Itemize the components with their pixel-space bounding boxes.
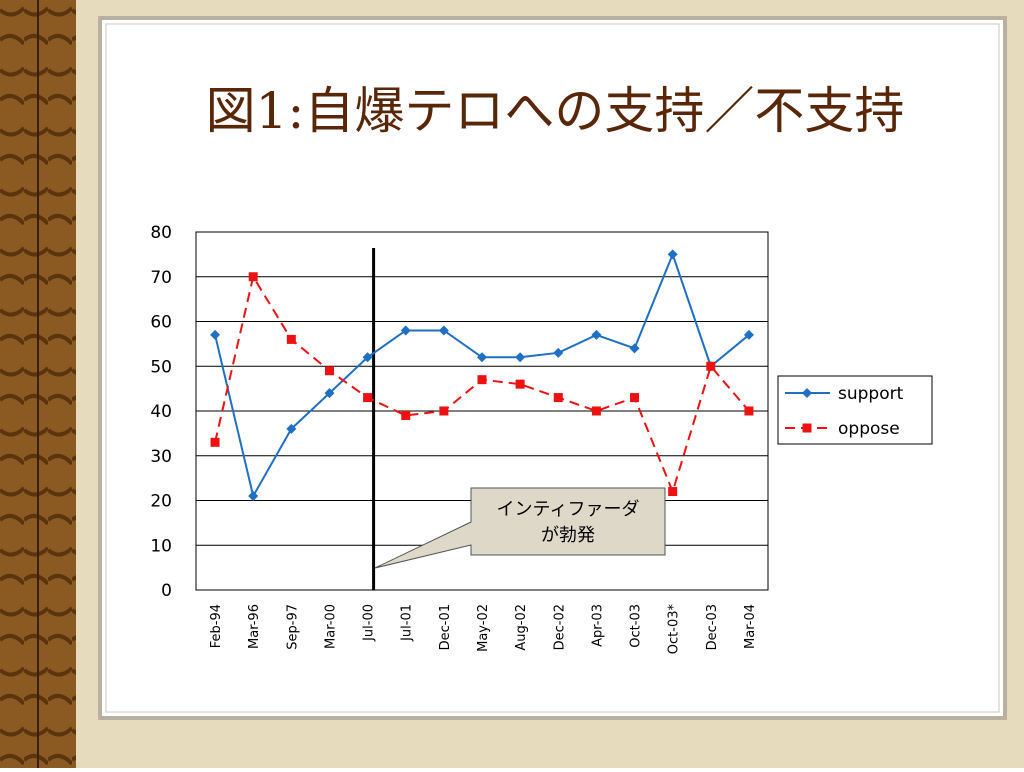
legend-marker xyxy=(802,388,812,398)
point xyxy=(248,272,258,282)
chart-title: 図1:自爆テロへの支持／不支持 xyxy=(206,82,905,140)
x-tick-label: Feb-94 xyxy=(209,604,224,648)
point xyxy=(553,393,563,403)
point xyxy=(553,347,564,358)
point xyxy=(743,329,754,340)
point xyxy=(248,491,259,502)
x-tick-label: Dec-03 xyxy=(705,604,720,650)
point xyxy=(744,406,754,416)
x-tick-label: Jul-00 xyxy=(362,604,377,642)
legend-label: support xyxy=(838,384,904,404)
x-tick-label: Mar-04 xyxy=(743,604,758,649)
x-tick-label: Oct-03 xyxy=(629,604,644,648)
x-tick-label: Sep-97 xyxy=(285,604,300,650)
point xyxy=(210,329,221,340)
point xyxy=(400,325,411,336)
point xyxy=(362,352,373,363)
panel-border xyxy=(105,23,1000,713)
x-tick-label: Dec-01 xyxy=(438,604,453,650)
y-tick-label: 10 xyxy=(150,536,172,556)
point xyxy=(438,325,449,336)
legend-label: oppose xyxy=(838,419,900,439)
x-tick-label: Mar-00 xyxy=(323,604,338,649)
point xyxy=(630,393,640,403)
point xyxy=(668,487,678,497)
x-tick-label: Apr-03 xyxy=(590,604,605,647)
point xyxy=(363,393,373,403)
y-tick-label: 30 xyxy=(150,447,172,467)
point xyxy=(477,375,487,385)
point xyxy=(629,343,640,354)
point xyxy=(591,329,602,340)
point xyxy=(439,406,449,416)
x-tick-label: Aug-02 xyxy=(514,604,529,651)
content-panel xyxy=(98,16,1007,720)
y-tick-label: 20 xyxy=(150,492,172,512)
y-tick-label: 40 xyxy=(150,402,172,422)
chart: 0 10 20 30 40 50 60 70 80 Feb-94 Mar-96 Sep-97 Mar-0… xyxy=(150,223,933,655)
point xyxy=(591,406,601,416)
y-tick-label: 60 xyxy=(150,313,172,333)
x-tick-label: Jul-01 xyxy=(400,604,415,642)
x-tick-label: Oct-03* xyxy=(667,604,682,655)
annotation: インティファーダ xyxy=(497,499,640,520)
plot-border xyxy=(195,231,769,591)
legend-box xyxy=(777,375,933,445)
point xyxy=(401,410,411,420)
point xyxy=(286,423,297,434)
point xyxy=(515,379,525,389)
point xyxy=(210,437,220,447)
point xyxy=(477,352,487,363)
x-tick-label: Dec-02 xyxy=(552,604,567,650)
point xyxy=(515,352,526,363)
point xyxy=(286,334,296,344)
annotation: が勃発 xyxy=(541,525,595,546)
point xyxy=(706,361,716,371)
y-tick-label: 70 xyxy=(150,268,172,288)
x-tick-label: Mar-96 xyxy=(247,604,262,649)
point xyxy=(324,388,335,399)
legend-marker xyxy=(802,423,812,433)
point xyxy=(324,366,334,376)
y-tick-label: 0 xyxy=(161,581,172,601)
point xyxy=(667,249,678,260)
y-tick-label: 50 xyxy=(150,357,172,377)
y-tick-label: 80 xyxy=(150,223,172,243)
x-tick-label: May-02 xyxy=(476,604,491,652)
callout xyxy=(374,487,666,569)
